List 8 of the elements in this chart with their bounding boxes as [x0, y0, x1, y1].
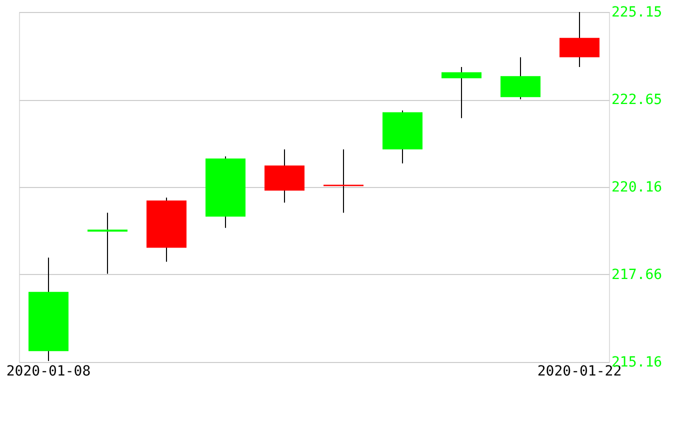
y-tick-label: 220.16 — [612, 179, 662, 196]
y-tick-label: 222.65 — [612, 92, 662, 108]
candlestick — [442, 66, 482, 119]
candlestick — [88, 212, 128, 274]
y-tick-label: 217.66 — [612, 266, 662, 283]
candlestick — [324, 148, 364, 214]
y-tick-label: 225.15 — [612, 4, 662, 20]
x-tick-label: 2020-01-08 — [6, 364, 91, 380]
